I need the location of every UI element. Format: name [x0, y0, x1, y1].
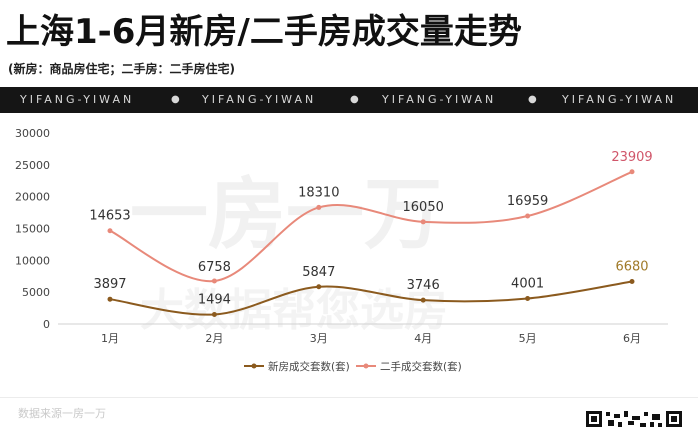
- data-point: [525, 213, 531, 219]
- data-label: 6758: [198, 260, 231, 275]
- data-label: 23909: [611, 150, 652, 165]
- data-point: [211, 311, 217, 317]
- y-tick-label: 15000: [15, 223, 50, 236]
- band-text: YIFANG-YIWAN: [562, 93, 677, 106]
- x-tick-label: 2月: [205, 332, 223, 345]
- legend-label: 二手成交套数(套): [380, 360, 462, 373]
- legend-label: 新房成交套数(套): [268, 360, 350, 373]
- y-tick-label: 30000: [15, 127, 50, 140]
- data-label: 5847: [302, 265, 335, 280]
- qr-code-icon: [584, 408, 684, 429]
- data-label: 16959: [507, 194, 548, 209]
- y-tick-label: 10000: [15, 254, 50, 267]
- series-line-1: [109, 170, 633, 282]
- band-text: YIFANG-YIWAN: [20, 93, 135, 106]
- footer-divider: [0, 397, 698, 398]
- legend-marker: [251, 363, 257, 369]
- x-tick-label: 6月: [623, 332, 641, 345]
- chart-subtitle: (新房：商品房住宅；二手房：二手房住宅): [8, 62, 235, 76]
- watermark-subtext: 大数据帮您选房: [140, 285, 448, 336]
- data-label: 3746: [407, 278, 440, 293]
- x-tick-label: 5月: [519, 332, 537, 345]
- band-text: YIFANG-YIWAN: [382, 93, 497, 106]
- source-note: 数据来源一房一万: [18, 407, 106, 420]
- y-tick-label: 5000: [22, 286, 50, 299]
- data-point: [107, 228, 113, 234]
- band-dot: ●: [528, 94, 537, 105]
- line-chart: 一房一万 大数据帮您选房 0 5000 10000 15000 20000 25000 30…: [15, 127, 668, 373]
- data-point: [420, 219, 426, 225]
- data-point: [316, 204, 322, 210]
- data-point: [211, 278, 217, 284]
- data-label: 16050: [403, 200, 444, 215]
- x-tick-label: 4月: [414, 332, 432, 345]
- series-line-0: [109, 280, 633, 316]
- data-label: 3897: [93, 277, 126, 292]
- data-point: [525, 296, 531, 302]
- y-tick-label: 20000: [15, 191, 50, 204]
- data-label: 14653: [89, 209, 130, 224]
- data-label: 6680: [615, 259, 648, 274]
- data-point: [629, 169, 635, 175]
- y-tick-label: 0: [43, 318, 50, 331]
- data-point: [316, 284, 322, 290]
- data-point: [420, 297, 426, 303]
- legend-marker: [363, 363, 369, 369]
- data-point: [107, 296, 113, 302]
- y-tick-label: 25000: [15, 159, 50, 172]
- watermark-text: 一房一万: [130, 170, 442, 260]
- data-label: 1494: [198, 292, 231, 307]
- x-tick-label: 1月: [101, 332, 119, 345]
- x-tick-label: 3月: [310, 332, 328, 345]
- data-label: 18310: [298, 185, 339, 200]
- data-point: [629, 278, 635, 284]
- band-dot: ●: [350, 94, 359, 105]
- band-dot: ●: [171, 94, 180, 105]
- brand-band: YIFANG-YIWAN ● YIFANG-YIWAN ● YIFANG-YIW…: [0, 87, 698, 113]
- chart-title: 上海1-6月新房/二手房成交量走势: [6, 12, 522, 52]
- band-text: YIFANG-YIWAN: [202, 93, 317, 106]
- data-label: 4001: [511, 277, 544, 292]
